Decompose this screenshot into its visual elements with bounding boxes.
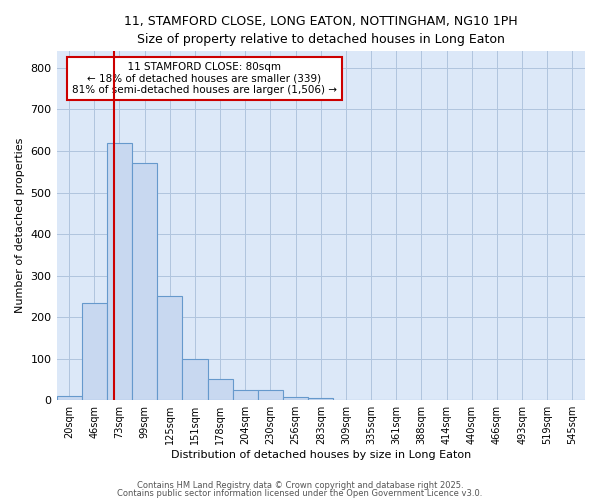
Bar xyxy=(182,358,208,400)
Y-axis label: Number of detached properties: Number of detached properties xyxy=(15,138,25,314)
Bar xyxy=(308,398,334,400)
X-axis label: Distribution of detached houses by size in Long Eaton: Distribution of detached houses by size … xyxy=(170,450,471,460)
Bar xyxy=(107,142,132,400)
Bar xyxy=(56,396,82,400)
Title: 11, STAMFORD CLOSE, LONG EATON, NOTTINGHAM, NG10 1PH
Size of property relative t: 11, STAMFORD CLOSE, LONG EATON, NOTTINGH… xyxy=(124,15,518,46)
Bar xyxy=(283,397,308,400)
Bar xyxy=(208,380,233,400)
Text: Contains HM Land Registry data © Crown copyright and database right 2025.: Contains HM Land Registry data © Crown c… xyxy=(137,481,463,490)
Bar xyxy=(258,390,283,400)
Text: 11 STAMFORD CLOSE: 80sqm  
← 18% of detached houses are smaller (339)
81% of sem: 11 STAMFORD CLOSE: 80sqm ← 18% of detach… xyxy=(72,62,337,95)
Bar xyxy=(82,302,107,400)
Text: Contains public sector information licensed under the Open Government Licence v3: Contains public sector information licen… xyxy=(118,488,482,498)
Bar xyxy=(233,390,258,400)
Bar xyxy=(157,296,182,400)
Bar xyxy=(132,164,157,400)
